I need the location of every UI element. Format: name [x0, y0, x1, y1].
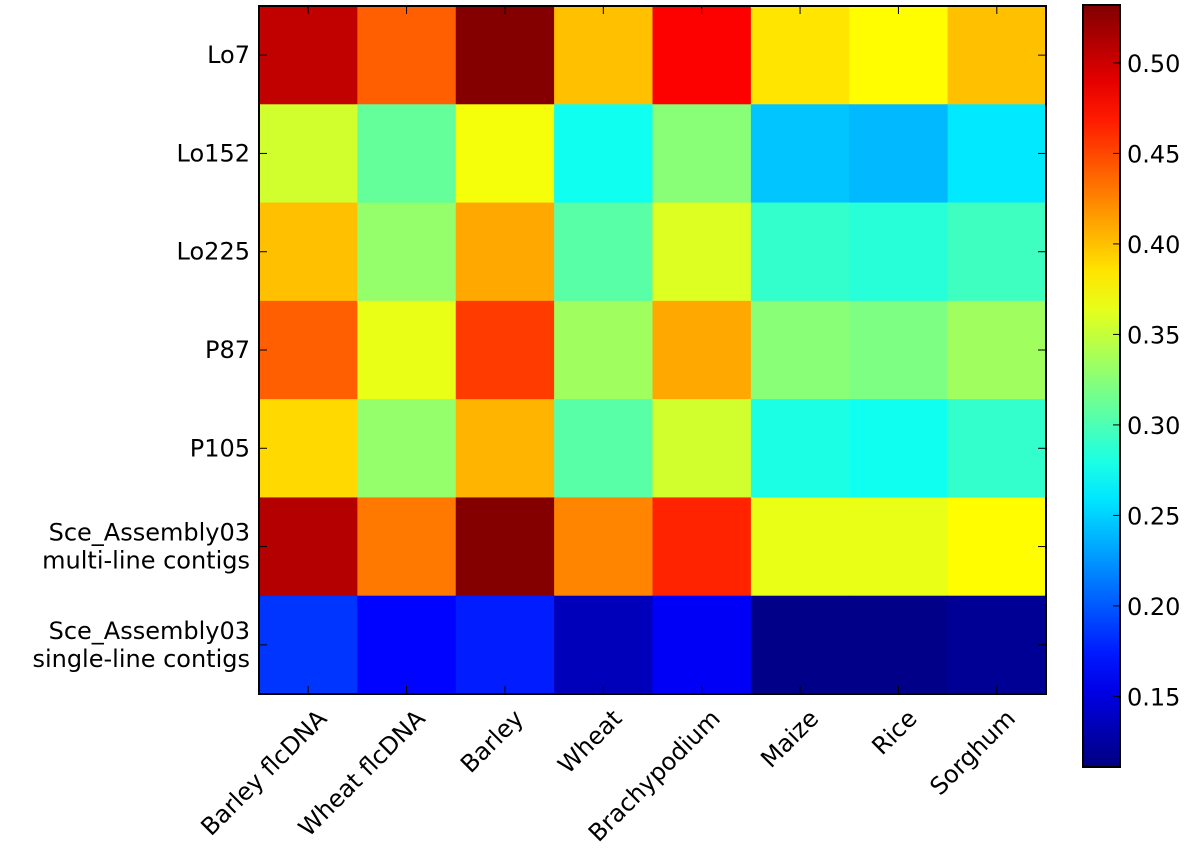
heatmap-cell — [455, 104, 555, 204]
heatmap-cell — [554, 104, 653, 204]
y-tick-label: P105 — [190, 434, 250, 462]
heatmap-cells — [259, 6, 1047, 695]
heatmap-cell — [849, 202, 949, 302]
heatmap-cell — [259, 6, 358, 105]
heatmap-cell — [750, 497, 850, 597]
heatmap-cell — [554, 6, 653, 105]
heatmap-cell — [947, 595, 1047, 695]
heatmap-cell — [652, 6, 752, 105]
x-tick-label: Sorghum — [924, 704, 1020, 800]
y-tick-label: Sce_Assembly03 single-line contigs — [32, 617, 250, 673]
y-tick-label-line: P105 — [190, 434, 250, 462]
y-tick-label-line: Sce_Assembly03 — [49, 617, 250, 645]
heatmap-cell — [750, 202, 850, 302]
colorbar-tick-label: 0.45 — [1127, 140, 1180, 168]
heatmap-cell — [652, 595, 752, 695]
heatmap-cell — [455, 595, 555, 695]
heatmap-cell — [259, 104, 358, 204]
x-tick-label: Maize — [755, 704, 824, 773]
y-tick-label-line: single-line contigs — [32, 645, 250, 673]
heatmap-cell — [455, 300, 555, 400]
heatmap-cell — [554, 202, 653, 302]
heatmap-cell — [849, 300, 949, 400]
heatmap-cell — [259, 399, 358, 498]
x-tick-label: Barley — [455, 704, 529, 778]
axis-ticks — [259, 6, 1046, 694]
heatmap-cell — [849, 6, 949, 105]
heatmap-cell — [259, 300, 358, 400]
colorbar-ticks: 0.15 0.20 0.25 0.30 0.35 0.40 0.45 0.50 — [1113, 50, 1180, 711]
heatmap-cell — [554, 497, 653, 597]
heatmap-cell — [259, 202, 358, 302]
heatmap-cell — [357, 399, 457, 498]
y-tick-label-line: multi-line contigs — [42, 547, 250, 575]
heatmap-cell — [357, 300, 457, 400]
heatmap-cell — [750, 595, 850, 695]
heatmap-cell — [455, 202, 555, 302]
heatmap-cell — [357, 6, 457, 105]
heatmap-cell — [750, 104, 850, 204]
y-tick-label: Lo225 — [177, 238, 250, 266]
heatmap-cell — [947, 300, 1047, 400]
heatmap-cell — [357, 595, 457, 695]
heatmap-cell — [259, 497, 358, 597]
y-tick-label-line: Sce_Assembly03 — [49, 519, 250, 547]
x-tick-label: Wheat — [553, 704, 628, 779]
heatmap-cell — [652, 497, 752, 597]
heatmap-cell — [750, 300, 850, 400]
colorbar-tick-label: 0.20 — [1127, 593, 1180, 621]
heatmap-cell — [947, 399, 1047, 498]
heatmap-cell — [554, 399, 653, 498]
colorbar-tick-label: 0.50 — [1127, 50, 1180, 78]
heatmap-cell — [849, 399, 949, 498]
heatmap-cell — [652, 399, 752, 498]
heatmap-cell — [947, 202, 1047, 302]
heatmap-cell — [455, 497, 555, 597]
heatmap-cell — [357, 497, 457, 597]
heatmap-cell — [849, 595, 949, 695]
y-tick-label-line: Lo152 — [177, 139, 250, 167]
heatmap-cell — [357, 104, 457, 204]
y-tick-label-line: Lo7 — [207, 41, 250, 69]
heatmap-cell — [652, 202, 752, 302]
heatmap-cell — [357, 202, 457, 302]
colorbar-tick-label: 0.25 — [1127, 502, 1180, 530]
y-tick-label: Lo152 — [177, 139, 250, 167]
heatmap-cell — [554, 595, 653, 695]
heatmap-cell — [849, 497, 949, 597]
heatmap-cell — [259, 595, 358, 695]
heatmap-cell — [849, 104, 949, 204]
colorbar-tick-label: 0.30 — [1127, 412, 1180, 440]
y-tick-label-line: P87 — [205, 336, 250, 364]
heatmap-cell — [750, 6, 850, 105]
colorbar-tick-label: 0.35 — [1127, 321, 1180, 349]
x-tick-label: Rice — [866, 704, 922, 760]
y-tick-label-line: Lo225 — [177, 238, 250, 266]
heatmap-cell — [455, 399, 555, 498]
heatmap-cell — [947, 6, 1047, 105]
heatmap-cell — [947, 104, 1047, 204]
heatmap-cell — [652, 300, 752, 400]
y-tick-label: Sce_Assembly03 multi-line contigs — [42, 519, 250, 575]
y-tick-label: P87 — [205, 336, 250, 364]
colorbar — [1082, 4, 1121, 768]
heatmap-cell — [455, 6, 555, 105]
heatmap-cell — [652, 104, 752, 204]
heatmap-cell — [750, 399, 850, 498]
colorbar-tick-label: 0.40 — [1127, 231, 1180, 259]
heatmap-cell — [554, 300, 653, 400]
heatmap-cell — [947, 497, 1047, 597]
colorbar-tick-label: 0.15 — [1127, 683, 1180, 711]
y-tick-label: Lo7 — [207, 41, 250, 69]
